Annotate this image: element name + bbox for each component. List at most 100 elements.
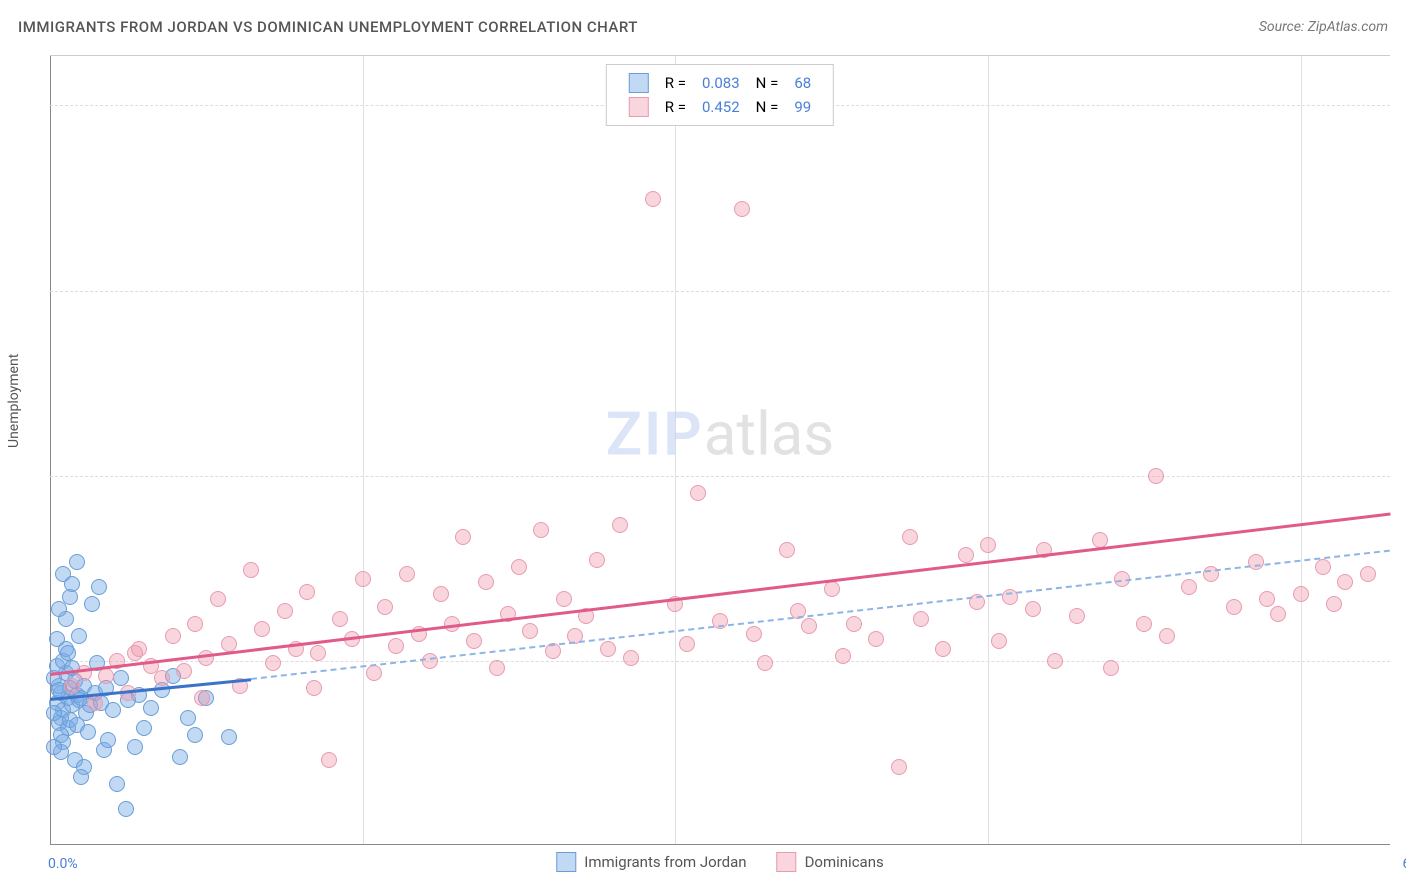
data-point xyxy=(100,732,116,748)
data-point xyxy=(522,623,538,639)
data-point xyxy=(958,547,974,563)
data-point xyxy=(165,628,181,644)
data-point xyxy=(127,645,143,661)
gridline-h xyxy=(50,476,1390,477)
swatch-dominicans-icon xyxy=(777,852,797,872)
data-point xyxy=(71,628,87,644)
data-point xyxy=(105,702,121,718)
chart-title: IMMIGRANTS FROM JORDAN VS DOMINICAN UNEM… xyxy=(18,18,638,36)
data-point xyxy=(332,611,348,627)
data-point xyxy=(891,759,907,775)
data-point xyxy=(1092,532,1108,548)
data-point xyxy=(180,710,196,726)
ytick-label: 15.0% xyxy=(1395,468,1406,484)
data-point xyxy=(321,752,337,768)
gridline-v xyxy=(675,56,676,844)
data-point xyxy=(299,584,315,600)
data-point xyxy=(1069,608,1085,624)
data-point xyxy=(1315,559,1331,575)
data-point xyxy=(1337,574,1353,590)
data-point xyxy=(1047,653,1063,669)
data-point xyxy=(1025,601,1041,617)
data-point xyxy=(306,680,322,696)
data-point xyxy=(1270,606,1286,622)
data-point xyxy=(265,655,281,671)
data-point xyxy=(1181,579,1197,595)
gridline-h xyxy=(50,291,1390,292)
y-axis-label: Unemployment xyxy=(6,354,22,448)
gridline-v xyxy=(1301,56,1302,844)
data-point xyxy=(533,522,549,538)
data-point xyxy=(221,636,237,652)
data-point xyxy=(64,678,80,694)
data-point xyxy=(221,729,237,745)
swatch-jordan-icon xyxy=(556,852,576,872)
data-point xyxy=(913,611,929,627)
data-point xyxy=(127,739,143,755)
data-point xyxy=(399,566,415,582)
data-point xyxy=(176,663,192,679)
data-point xyxy=(489,660,505,676)
data-point xyxy=(556,591,572,607)
watermark: ZIPatlas xyxy=(606,399,835,470)
data-point xyxy=(210,591,226,607)
data-point xyxy=(113,670,129,686)
chart-container: IMMIGRANTS FROM JORDAN VS DOMINICAN UNEM… xyxy=(0,0,1406,892)
data-point xyxy=(377,599,393,615)
data-point xyxy=(187,727,203,743)
data-point xyxy=(60,645,76,661)
data-point xyxy=(600,641,616,657)
swatch-jordan xyxy=(629,73,649,93)
ytick-label: 7.5% xyxy=(1395,653,1406,669)
legend-row-jordan: R = 0.083 N = 68 xyxy=(621,71,819,95)
data-point xyxy=(645,191,661,207)
data-point xyxy=(355,571,371,587)
source-label: Source: ZipAtlas.com xyxy=(1259,19,1388,35)
data-point xyxy=(254,621,270,637)
data-point xyxy=(801,618,817,634)
data-point xyxy=(154,670,170,686)
data-point xyxy=(98,668,114,684)
data-point xyxy=(51,601,67,617)
data-point xyxy=(1259,591,1275,607)
data-point xyxy=(824,581,840,597)
data-point xyxy=(172,749,188,765)
data-point xyxy=(118,801,134,817)
data-point xyxy=(455,529,471,545)
data-point xyxy=(902,529,918,545)
data-point xyxy=(466,633,482,649)
x-end-label: 60.0% xyxy=(1402,856,1406,872)
data-point xyxy=(846,616,862,632)
data-point xyxy=(433,586,449,602)
data-point xyxy=(87,695,103,711)
ytick-label: 30.0% xyxy=(1395,97,1406,113)
data-point xyxy=(46,705,62,721)
data-point xyxy=(80,724,96,740)
data-point xyxy=(194,690,210,706)
data-point xyxy=(187,616,203,632)
data-point xyxy=(243,562,259,578)
data-point xyxy=(1248,554,1264,570)
data-point xyxy=(679,636,695,652)
data-point xyxy=(84,596,100,612)
gridline-v xyxy=(988,56,989,844)
data-point xyxy=(757,655,773,671)
data-point xyxy=(1226,599,1242,615)
legend-item-jordan: Immigrants from Jordan xyxy=(556,852,746,872)
series-legend: Immigrants from Jordan Dominicans xyxy=(556,852,884,872)
plot-area: ZIPatlas R = 0.083 N = 68 R = 0.452 N = … xyxy=(50,55,1390,845)
correlation-legend: R = 0.083 N = 68 R = 0.452 N = 99 xyxy=(606,64,834,126)
x-start-label: 0.0% xyxy=(48,856,78,872)
data-point xyxy=(746,626,762,642)
data-point xyxy=(366,665,382,681)
data-point xyxy=(1360,566,1376,582)
data-point xyxy=(277,603,293,619)
data-point xyxy=(1136,616,1152,632)
legend-item-dominicans: Dominicans xyxy=(777,852,884,872)
data-point xyxy=(935,641,951,657)
data-point xyxy=(1148,468,1164,484)
data-point xyxy=(690,485,706,501)
data-point xyxy=(69,554,85,570)
data-point xyxy=(1103,660,1119,676)
data-point xyxy=(835,648,851,664)
